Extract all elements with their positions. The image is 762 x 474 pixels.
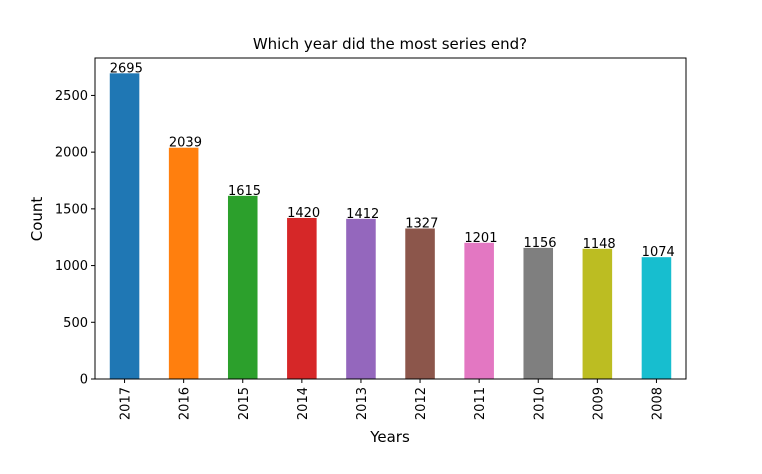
plot-area: 0 500 1000 1500 2000 2500 2695 2017 2039 2016 1615… <box>55 61 675 420</box>
bar <box>346 218 376 379</box>
chart-title: Which year did the most series end? <box>253 35 527 53</box>
data-label: 2039 <box>169 136 202 151</box>
x-tick-label: 2008 <box>650 387 665 420</box>
data-label: 1615 <box>228 184 261 199</box>
x-tick-label: 2009 <box>591 387 606 420</box>
x-tick-label: 2015 <box>237 387 252 420</box>
y-tick-label: 2000 <box>55 146 88 161</box>
data-label: 1074 <box>642 245 675 260</box>
data-label: 1148 <box>583 237 616 252</box>
bar <box>168 147 199 379</box>
y-tick-label: 500 <box>63 316 88 331</box>
data-label: 1156 <box>523 236 556 251</box>
data-label: 1412 <box>346 207 379 222</box>
bar <box>523 247 554 379</box>
x-tick-label: 2011 <box>473 387 488 420</box>
bar <box>227 195 258 379</box>
x-tick-label: 2014 <box>296 387 311 420</box>
x-tick-label: 2017 <box>119 387 134 420</box>
y-tick-label: 1500 <box>55 202 88 217</box>
bar <box>287 217 317 379</box>
y-axis-label: Count <box>28 197 46 242</box>
x-tick-label: 2013 <box>355 387 370 420</box>
bar <box>109 73 140 380</box>
data-label: 2695 <box>110 61 143 76</box>
y-tick-label: 2500 <box>55 89 88 104</box>
bar <box>582 248 613 379</box>
x-tick-label: 2016 <box>178 387 193 420</box>
bar <box>641 257 672 379</box>
data-label: 1327 <box>405 216 438 231</box>
data-label: 1201 <box>464 231 497 246</box>
bar <box>464 242 494 379</box>
x-axis-label: Years <box>369 428 410 446</box>
y-tick-label: 1000 <box>55 259 88 274</box>
x-tick-label: 2010 <box>532 387 547 420</box>
bar <box>405 228 435 379</box>
data-label: 1420 <box>287 206 320 221</box>
plot-frame <box>94 57 687 380</box>
y-tick-label: 0 <box>80 373 88 388</box>
x-tick-label: 2012 <box>414 387 429 420</box>
